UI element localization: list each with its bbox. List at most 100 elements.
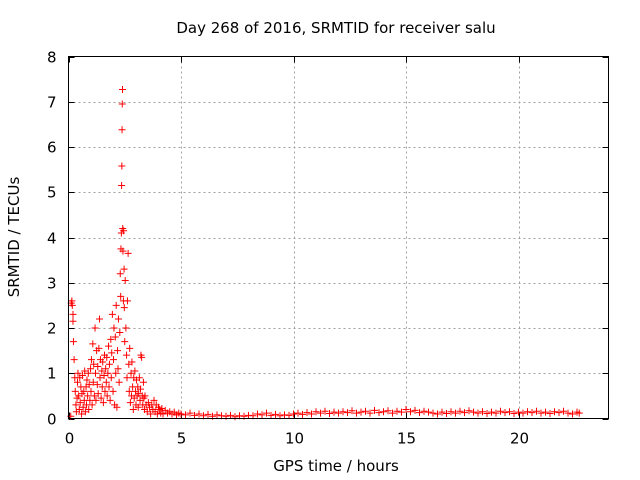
data-point <box>483 410 491 418</box>
data-point <box>114 347 122 355</box>
data-point <box>103 392 111 400</box>
data-point <box>141 392 149 400</box>
data-point <box>429 409 437 417</box>
data-point <box>104 369 112 377</box>
data-point <box>85 405 93 413</box>
data-point <box>330 408 338 416</box>
data-point <box>339 408 347 416</box>
x-tick-label: 20 <box>510 430 529 448</box>
data-point <box>416 409 423 417</box>
data-point <box>125 387 133 395</box>
data-point <box>195 410 203 418</box>
axis-ticks: 0 5 10 15 20 0 1 2 3 4 5 6 7 8 <box>47 49 609 448</box>
data-point <box>102 378 110 386</box>
data-point <box>263 409 270 417</box>
data-point <box>91 324 99 332</box>
data-point <box>425 408 432 416</box>
data-point <box>299 410 306 418</box>
data-point <box>344 409 351 417</box>
data-point <box>551 408 558 416</box>
data-point <box>113 403 121 411</box>
data-point <box>85 381 93 389</box>
data-point <box>84 392 92 400</box>
data-point <box>94 362 102 370</box>
data-point <box>119 86 126 94</box>
y-tick-label: 8 <box>47 49 57 67</box>
data-point <box>389 409 396 417</box>
data-point <box>106 396 114 404</box>
data-point <box>575 409 583 417</box>
data-point <box>533 407 540 415</box>
data-point <box>321 407 329 415</box>
data-point <box>102 365 110 373</box>
data-point <box>294 409 302 417</box>
data-point <box>75 405 83 413</box>
data-points <box>67 86 583 421</box>
data-point <box>108 310 116 318</box>
data-point <box>70 356 78 364</box>
data-point <box>96 315 104 323</box>
data-point <box>515 408 522 416</box>
data-point <box>177 410 185 418</box>
data-point <box>131 367 139 375</box>
data-point <box>443 410 450 418</box>
data-point <box>290 410 297 418</box>
data-point <box>84 369 92 377</box>
data-point <box>312 408 320 416</box>
data-point <box>126 344 134 352</box>
data-point <box>124 249 132 257</box>
data-point <box>69 317 77 325</box>
data-point <box>147 410 155 418</box>
data-point <box>108 349 116 357</box>
data-point <box>111 333 119 341</box>
data-point <box>92 396 100 404</box>
data-point <box>118 162 126 170</box>
data-point <box>438 408 446 416</box>
data-point <box>357 408 365 416</box>
data-point <box>267 411 275 419</box>
x-axis-label: GPS time / hours <box>273 457 399 475</box>
data-point <box>74 378 81 386</box>
data-point <box>407 408 414 416</box>
data-point <box>492 409 500 417</box>
data-point <box>348 407 356 415</box>
data-point <box>158 405 166 413</box>
data-point <box>452 409 459 417</box>
data-point <box>99 358 107 366</box>
data-point <box>470 408 477 416</box>
data-point <box>95 344 103 352</box>
data-point <box>528 409 536 417</box>
data-point <box>402 405 410 413</box>
data-point <box>317 409 324 417</box>
data-point <box>87 387 95 395</box>
y-tick-label: 4 <box>47 230 57 248</box>
data-point <box>258 411 266 419</box>
data-point <box>87 356 95 364</box>
data-point <box>384 407 392 415</box>
data-point <box>97 394 105 402</box>
x-tick-label: 5 <box>177 430 187 448</box>
data-point <box>120 304 128 312</box>
data-point <box>87 365 95 373</box>
data-point <box>122 324 130 332</box>
data-point <box>542 408 549 416</box>
data-point <box>107 335 115 343</box>
data-point <box>109 387 117 395</box>
y-tick-label: 3 <box>47 275 57 293</box>
data-point <box>69 310 77 318</box>
y-tick-label: 2 <box>47 320 57 338</box>
data-point <box>465 407 473 415</box>
data-point <box>105 342 113 350</box>
data-point <box>353 409 360 417</box>
data-point <box>506 408 513 416</box>
data-point <box>72 401 80 409</box>
y-axis-label: SRMTID / TECUs <box>5 177 23 298</box>
data-point <box>564 409 572 417</box>
data-point <box>81 367 89 375</box>
data-point <box>114 315 122 323</box>
data-point <box>71 387 79 395</box>
data-point <box>335 409 342 417</box>
data-point <box>107 374 115 382</box>
data-point <box>411 406 419 414</box>
data-point <box>92 369 99 377</box>
